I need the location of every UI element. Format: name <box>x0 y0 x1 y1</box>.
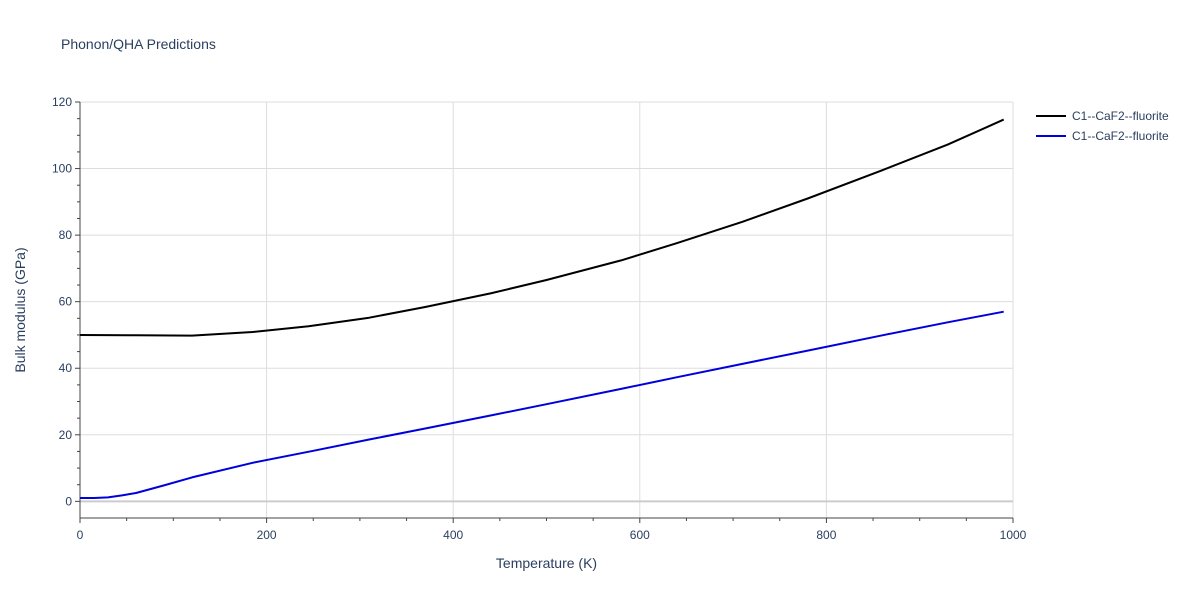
legend[interactable]: C1--CaF2--fluorite C1--CaF2--fluorite <box>1036 106 1169 146</box>
legend-label-series-2: C1--CaF2--fluorite <box>1072 129 1169 143</box>
y-tick-label: 20 <box>59 428 73 442</box>
legend-swatch-series-1 <box>1036 115 1066 117</box>
legend-label-series-1: C1--CaF2--fluorite <box>1072 109 1169 123</box>
y-axis-title: Bulk modulus (GPa) <box>12 247 28 372</box>
legend-item-series-1[interactable]: C1--CaF2--fluorite <box>1036 106 1169 126</box>
x-tick-label: 200 <box>257 528 277 542</box>
legend-item-series-2[interactable]: C1--CaF2--fluorite <box>1036 126 1169 146</box>
x-axis-title: Temperature (K) <box>496 555 597 571</box>
chart-title: Phonon/QHA Predictions <box>61 36 216 52</box>
series-line-2 <box>80 310 1004 499</box>
y-tick-label: 0 <box>65 494 72 508</box>
x-tick-label: 400 <box>443 528 463 542</box>
x-tick-label: 800 <box>816 528 836 542</box>
series-line-1 <box>79 118 1005 337</box>
data-lines <box>79 118 1005 499</box>
x-tick-label: 1000 <box>1000 528 1027 542</box>
x-tick-label: 600 <box>630 528 650 542</box>
grid-lines <box>80 101 1014 518</box>
y-tick-label: 60 <box>59 295 73 309</box>
y-tick-label: 40 <box>59 361 73 375</box>
y-tick-label: 120 <box>52 95 72 109</box>
axes <box>75 101 1014 523</box>
y-tick-label: 100 <box>52 162 72 176</box>
y-tick-label: 80 <box>59 228 73 242</box>
tick-labels: 0 200 400 600 800 1000 0 20 40 60 80 100 120 <box>52 95 1027 542</box>
x-tick-label: 0 <box>77 528 84 542</box>
legend-swatch-series-2 <box>1036 135 1066 137</box>
